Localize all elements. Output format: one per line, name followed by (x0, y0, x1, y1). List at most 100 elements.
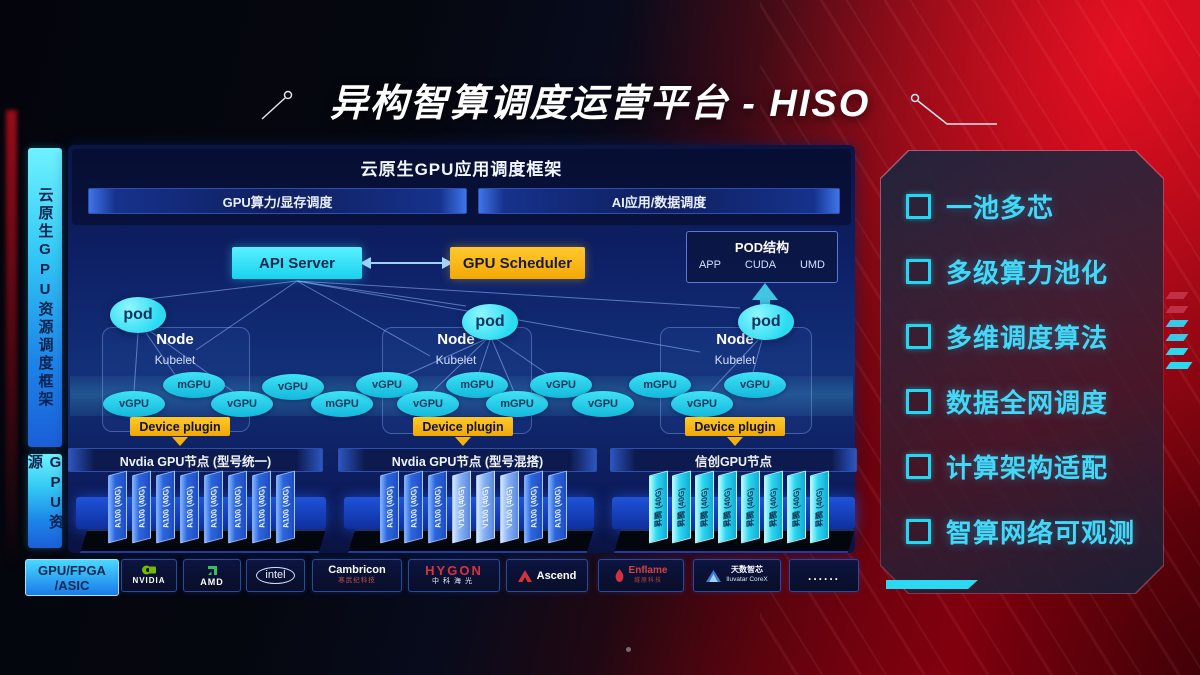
gpu-card-label: 昇腾 (40G) (746, 486, 756, 528)
gpu-slice-ellipse: vGPU (572, 391, 634, 417)
vendor-label: Ascend (536, 569, 577, 582)
feature-item: 智算网络可观测 (906, 512, 1152, 550)
gpu-slice-ellipse: mGPU (486, 391, 548, 417)
pod-structure-item: CUDA (744, 259, 777, 271)
gpu-card: A100 (40G) (524, 470, 543, 544)
node-name: Node (156, 331, 194, 348)
gpu-card: A100 (40G) (428, 470, 447, 544)
vendor-iluvatar: 天数智芯 Iluvatar CoreX (693, 559, 781, 592)
ascend-icon (517, 569, 532, 582)
amd-icon (207, 565, 217, 575)
gpu-card-label: 昇腾 (40G) (654, 486, 664, 528)
device-plugin-box: Device plugin (413, 417, 513, 436)
vendor-sublabel: 中科海光 (431, 577, 476, 585)
feature-item: 多维调度算法 (906, 317, 1152, 355)
gpu-card-label: A100 (40G) (137, 484, 147, 530)
feature-label: 计算架构适配 (946, 452, 1109, 483)
page-title: 异构智算调度运营平台 - HISO (329, 83, 871, 125)
gpu-card-label: A100 (40G) (553, 484, 563, 530)
pod-ellipse: pod (110, 297, 166, 333)
vendor-sublabel: 燧原科技 (633, 577, 662, 584)
feature-item: 一池多芯 (906, 187, 1152, 225)
gpu-card-label: V100 (40G) (457, 485, 467, 529)
enflame-flame-icon (615, 569, 623, 582)
gpu-card: 昇腾 (40G) (787, 470, 806, 544)
vendor-sublabel: Iluvatar CoreX (726, 576, 768, 583)
gpu-card: A100 (40G) (404, 470, 423, 544)
vendor-label: AMD (200, 576, 224, 587)
gpu-card: A100 (40G) (132, 470, 151, 544)
vendor-hygon: HYGON 中科海光 (408, 559, 500, 592)
gpu-card-label: 昇腾 (40G) (677, 486, 687, 528)
hardware-type-line2: /ASIC (54, 577, 90, 593)
gpu-slice-ellipse: mGPU (629, 372, 691, 398)
gpu-card-label: A100 (40G) (161, 484, 171, 530)
vendor-label: Enflame (628, 564, 668, 576)
gpu-card: A100 (40G) (108, 470, 127, 544)
gpu-slice-ellipse: vGPU (262, 374, 324, 400)
pod-structure-box: POD结构 APP CUDA UMD (686, 231, 838, 283)
down-arrow-icon (727, 437, 743, 446)
gpu-card-label: V100 (40G) (505, 485, 515, 529)
vendor-cambricon: Cambricon 寒武纪科技 (312, 559, 402, 592)
pod-ellipse: pod (738, 304, 794, 340)
down-arrow-icon (172, 437, 188, 446)
feature-item: 多级算力池化 (906, 252, 1152, 290)
gpu-node-header-uniform: Nvdia GPU节点 (型号统一) (68, 448, 323, 472)
gpu-card: 昇腾 (40G) (810, 470, 829, 544)
gpu-card: A100 (40G) (180, 470, 199, 544)
vendor-label: 天数智芯 (730, 565, 763, 574)
gpu-card-label: 昇腾 (40G) (700, 486, 710, 528)
gpu-card: 昇腾 (40G) (741, 470, 760, 544)
gpu-card: 昇腾 (40G) (695, 470, 714, 544)
gpu-card: 昇腾 (40G) (649, 470, 668, 544)
gpu-scheduler-box: GPU Scheduler (450, 247, 585, 279)
pod-structure-item: UMD (799, 259, 826, 271)
app-framework-title: 云原生GPU应用调度框架 (360, 160, 563, 179)
vendor-ascend: Ascend (506, 559, 588, 592)
nvidia-icon (142, 565, 156, 575)
checkbox-bullet-icon (906, 323, 931, 349)
node-name: Node (716, 331, 754, 348)
gpu-card-label: A100 (40G) (233, 484, 243, 530)
gpu-compute-schedule-bar: GPU算力/显存调度 (88, 188, 467, 214)
gpu-card: A100 (40G) (252, 470, 271, 544)
feature-label: 多级算力池化 (946, 257, 1109, 288)
gpu-card: A100 (40G) (276, 470, 295, 544)
vendor-label: intel (256, 567, 295, 584)
gpu-card-label: 昇腾 (40G) (792, 486, 802, 528)
gpu-slice-ellipse: vGPU (103, 391, 165, 417)
vendor-amd: AMD (183, 559, 241, 592)
pod-ellipse: pod (462, 304, 518, 340)
vendor-nvidia: NVIDIA (121, 559, 177, 592)
gpu-slice-ellipse: vGPU (724, 372, 786, 398)
gpu-card-label: A100 (40G) (385, 484, 395, 530)
gpu-card-label: A100 (40G) (185, 484, 195, 530)
ai-data-schedule-bar: AI应用/数据调度 (478, 188, 840, 214)
gpu-card: 昇腾 (40G) (718, 470, 737, 544)
gpu-node-header-mixed: Nvdia GPU节点 (型号混搭) (338, 448, 597, 472)
iluvatar-icon (706, 569, 722, 582)
feature-label: 一池多芯 (946, 192, 1055, 223)
vendor-label: NVIDIA (132, 576, 166, 585)
vendor-intel: intel (246, 559, 305, 592)
gpu-card-label: A100 (40G) (433, 484, 443, 530)
feature-label: 多维调度算法 (946, 322, 1109, 353)
gpu-slice-ellipse: mGPU (311, 391, 373, 417)
vendor-enflame: Enflame 燧原科技 (598, 559, 684, 592)
gpu-slice-ellipse: vGPU (211, 391, 273, 417)
gpu-card-label: A100 (40G) (281, 484, 291, 530)
gpu-card-label: A100 (40G) (209, 484, 219, 530)
gpu-card-label: 昇腾 (40G) (769, 486, 779, 528)
gpu-card-label: 昇腾 (40G) (723, 486, 733, 528)
sidebar-framework-label: 云原生GPU资源调度框架 (28, 148, 62, 447)
gpu-slice-ellipse: vGPU (397, 391, 459, 417)
gpu-card: V100 (40G) (452, 470, 471, 544)
pod-structure-item: APP (698, 259, 721, 271)
pod-structure-title: POD结构 (734, 240, 790, 255)
gpu-card: V100 (40G) (476, 470, 495, 544)
vendor-label: HYGON (425, 562, 483, 578)
device-plugin-box: Device plugin (685, 417, 785, 436)
gpu-card: A100 (40G) (204, 470, 223, 544)
